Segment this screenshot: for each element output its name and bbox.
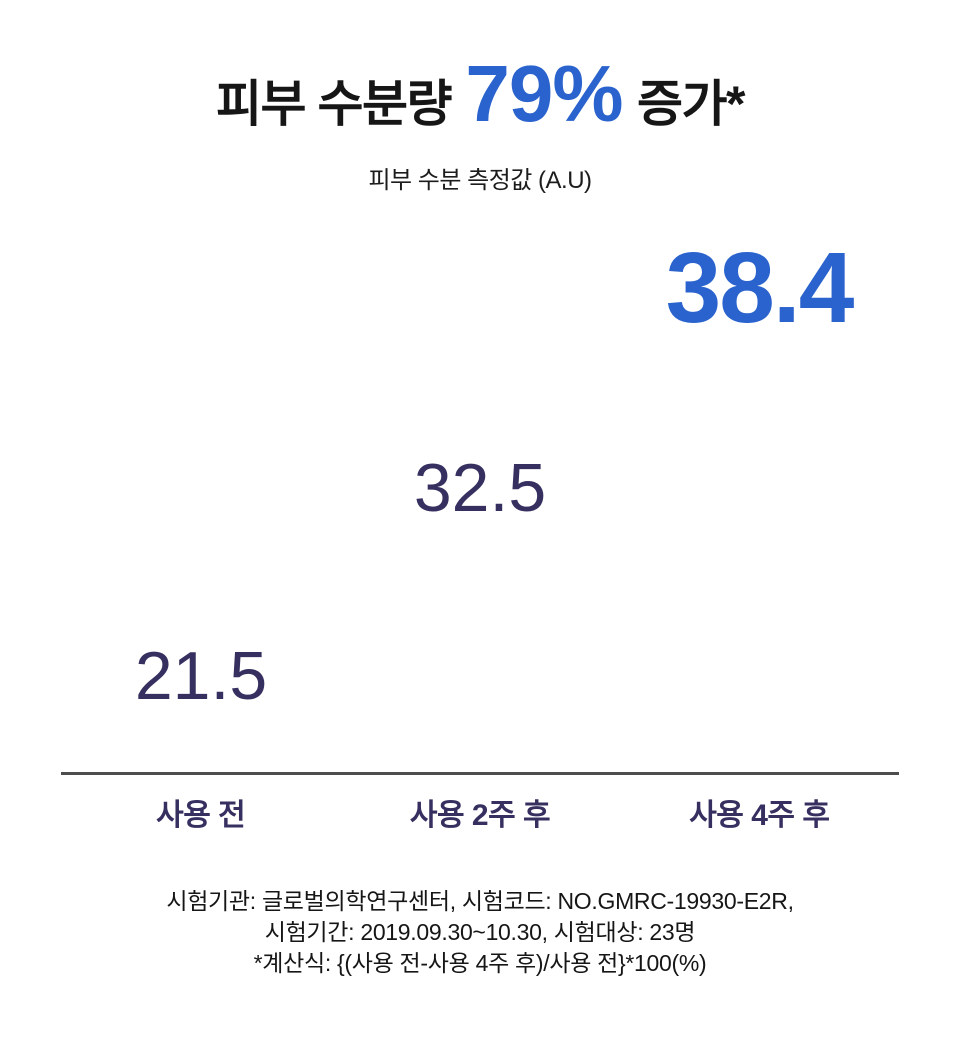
title-prefix: 피부 수분량 (216, 76, 452, 132)
x-axis-label-after-4-weeks: 사용 4주 후 (689, 799, 830, 832)
chart-area: 21.5 32.5 38.4 (61, 210, 899, 775)
title-highlight-percent: 79% (465, 49, 623, 138)
x-axis-label-after-2-weeks: 사용 2주 후 (409, 799, 551, 832)
footnote-line-formula: *계산식: {(사용 전-사용 4주 후)/사용 전}*100(%) (253, 950, 707, 976)
footnote-line-institution: 시험기관: 글로벌의학연구센터, 시험코드: NO.GMRC-19930-E2R… (166, 888, 794, 914)
data-value-after-4-weeks-highlight: 38.4 (665, 232, 855, 344)
footnote-line-period-subjects: 시험기간: 2019.09.30~10.30, 시험대상: 23명 (264, 919, 696, 945)
page-title: 피부 수분량 79% 증가* (0, 48, 960, 163)
data-value-after-2-weeks: 32.5 (413, 450, 547, 526)
x-axis-label-before-use: 사용 전 (156, 799, 246, 832)
data-value-before-use: 21.5 (134, 638, 268, 714)
chart-subtitle-unit-label: 피부 수분 측정값 (A.U) (368, 167, 592, 194)
title-suffix: 증가* (636, 76, 745, 132)
x-axis-labels-row: 사용 전 사용 2주 후 사용 4주 후 (61, 796, 899, 836)
x-axis-baseline (61, 772, 899, 775)
test-info-footnote: 시험기관: 글로벌의학연구센터, 시험코드: NO.GMRC-19930-E2R… (0, 886, 960, 979)
